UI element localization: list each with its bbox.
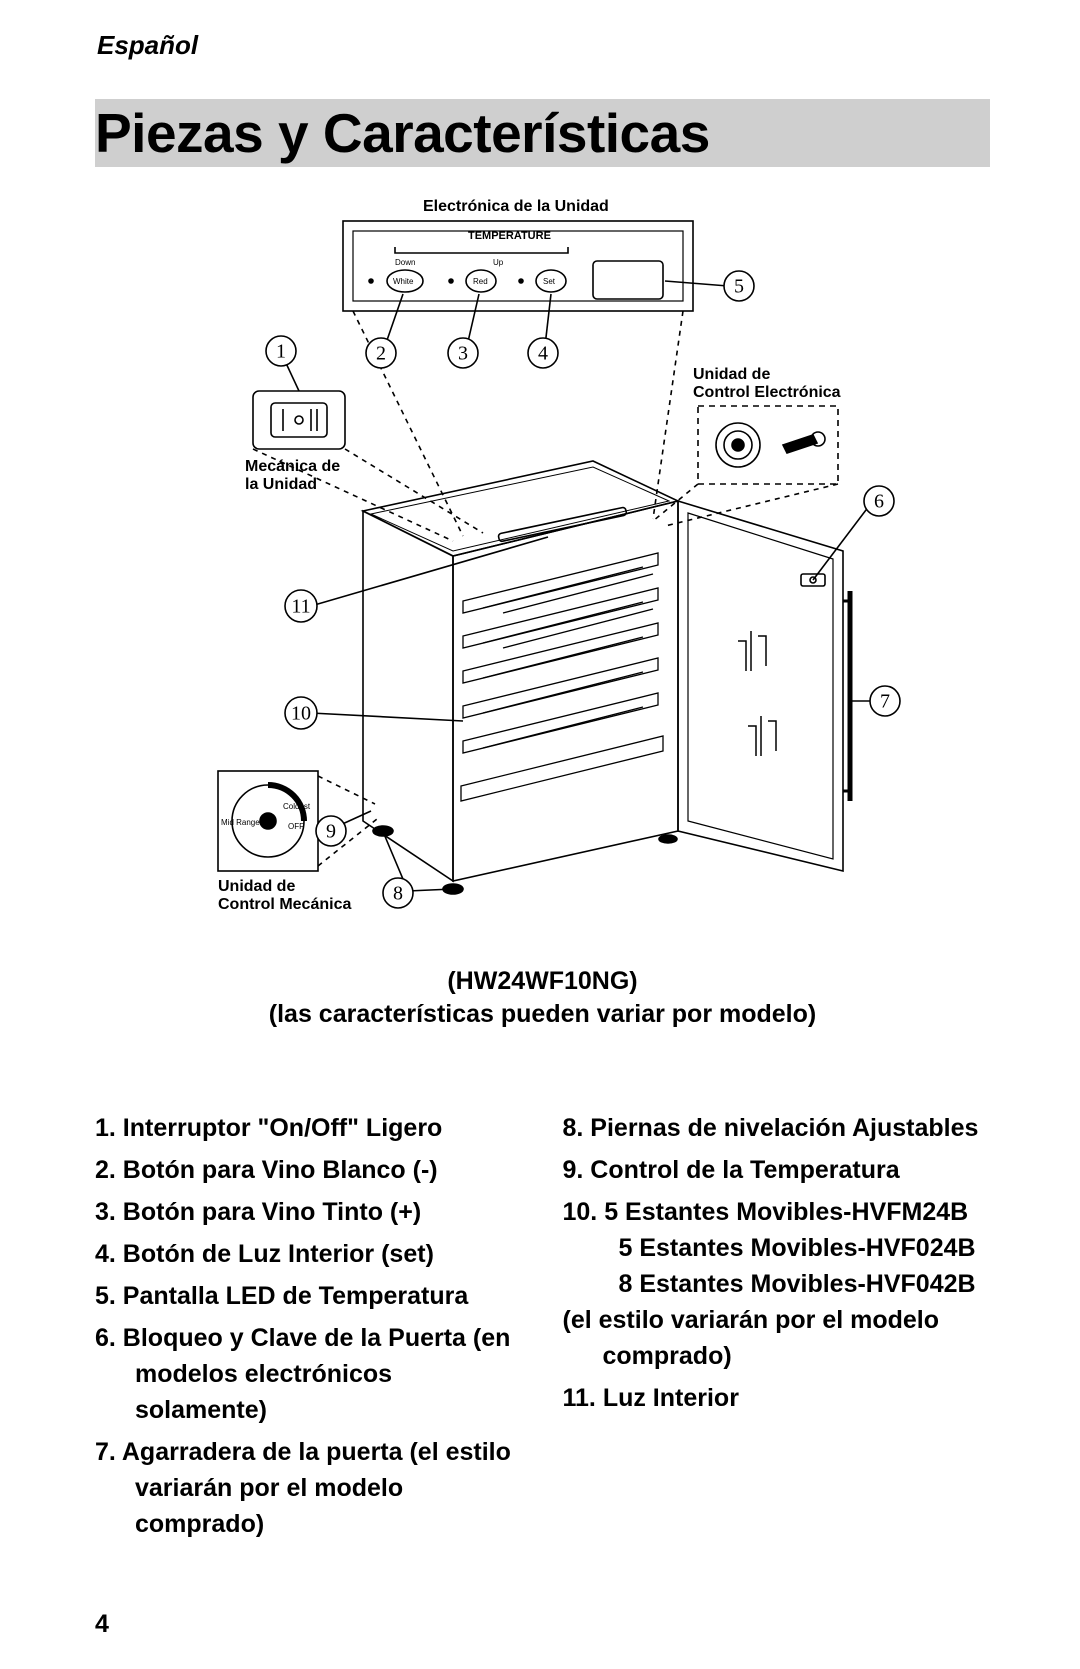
svg-text:4: 4 [538,343,548,365]
svg-text:3: 3 [458,343,468,365]
list-item: 2. Botón para Vino Blanco (-) [95,1152,523,1188]
svg-text:Mid Range: Mid Range [221,818,260,827]
list-item: 1. Interruptor "On/Off" Ligero [95,1110,523,1146]
svg-text:Red: Red [473,277,488,286]
svg-text:5: 5 [734,276,744,298]
svg-text:8: 8 [393,883,403,905]
svg-text:OFF: OFF [288,822,304,831]
list-item: 5. Pantalla LED de Temperatura [95,1278,523,1314]
language-tab: Español [97,30,990,61]
svg-text:Coldest: Coldest [283,802,311,811]
list-item: 11. Luz Interior [563,1380,991,1416]
svg-text:Unidad de: Unidad de [693,366,770,383]
svg-text:9: 9 [326,821,336,843]
model-note: (las características pueden variar por m… [95,998,990,1031]
svg-text:Unidad de: Unidad de [218,878,295,895]
svg-text:Up: Up [493,258,504,267]
list-item-sub: 8 Estantes Movibles-HVF042B [563,1266,991,1302]
parts-list-left: 1. Interruptor "On/Off" Ligero 2. Botón … [95,1110,523,1548]
svg-text:6: 6 [874,491,884,513]
svg-text:Control Mecánica: Control Mecánica [218,896,351,913]
parts-list-right: 8. Piernas de nivelación Ajustables 9. C… [563,1110,991,1548]
page-title: Piezas y Características [95,102,710,164]
list-item-sub: 5 Estantes Movibles-HVF024B [563,1230,991,1266]
title-bar: Piezas y Características [95,99,990,167]
list-item: 10. 5 Estantes Movibles-HVFM24B [563,1194,991,1230]
svg-text:7: 7 [880,691,890,713]
panel-title: Electrónica de la Unidad [423,198,609,215]
list-item: 9. Control de la Temperatura [563,1152,991,1188]
svg-text:White: White [393,277,414,286]
svg-text:2: 2 [376,343,386,365]
svg-text:Set: Set [543,277,556,286]
list-item-note: (el estilo variarán por el modelo compra… [563,1302,991,1374]
svg-text:Control Electrónica: Control Electrónica [693,384,841,401]
temperature-label: TEMPERATURE [468,230,551,242]
svg-text:11: 11 [291,596,310,618]
svg-text:10: 10 [291,703,311,725]
list-item: 7. Agarradera de la puerta (el estilo va… [95,1434,523,1542]
model-number: (HW24WF10NG) [95,965,990,998]
list-item: 3. Botón para Vino Tinto (+) [95,1194,523,1230]
parts-list: 1. Interruptor "On/Off" Ligero 2. Botón … [95,1110,990,1548]
parts-diagram: TEMPERATURE Down Up White Red Set Electr… [153,181,933,961]
svg-text:la Unidad: la Unidad [245,476,317,493]
list-item: 8. Piernas de nivelación Ajustables [563,1110,991,1146]
svg-text:1: 1 [276,341,286,363]
list-item: 4. Botón de Luz Interior (set) [95,1236,523,1272]
model-block: (HW24WF10NG) (las características pueden… [95,965,990,1030]
svg-text:Down: Down [395,258,415,267]
list-item: 6. Bloqueo y Clave de la Puerta (en mode… [95,1320,523,1428]
page-number: 4 [95,1610,109,1639]
